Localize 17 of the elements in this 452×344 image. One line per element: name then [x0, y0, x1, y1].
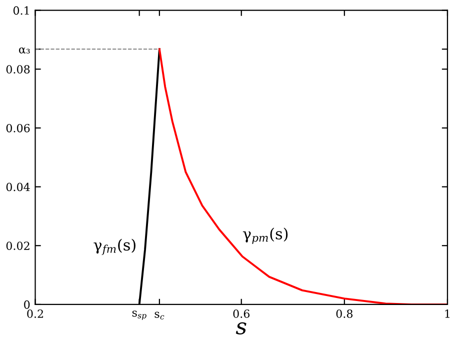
y-tick-label: 0: [24, 300, 30, 309]
y-tick-label: 0.04: [6, 182, 30, 192]
series-label: γ$_{fm}$(s): [94, 238, 136, 255]
line-series: [158, 48, 448, 304]
x-tick-label: 0.2: [27, 309, 43, 318]
x-tick-label: 0.8: [336, 309, 353, 318]
y-tick-label: 0.02: [6, 242, 30, 250]
x-tick-label: s$_{sp}$: [132, 310, 146, 320]
series-label: γ$_{pm}$(s): [242, 228, 288, 244]
x-axis-title: s: [236, 322, 246, 334]
y-tick-label: 0.1: [13, 6, 29, 15]
y-tick-label: 0.08: [6, 65, 30, 74]
x-tick-label: s$_{c}$: [154, 312, 164, 320]
y-tick-label: α₃: [18, 47, 30, 54]
y-tick-label: 0.06: [6, 124, 30, 132]
x-tick-label: 1: [445, 309, 450, 318]
x-tick-label: 0.6: [233, 309, 250, 318]
